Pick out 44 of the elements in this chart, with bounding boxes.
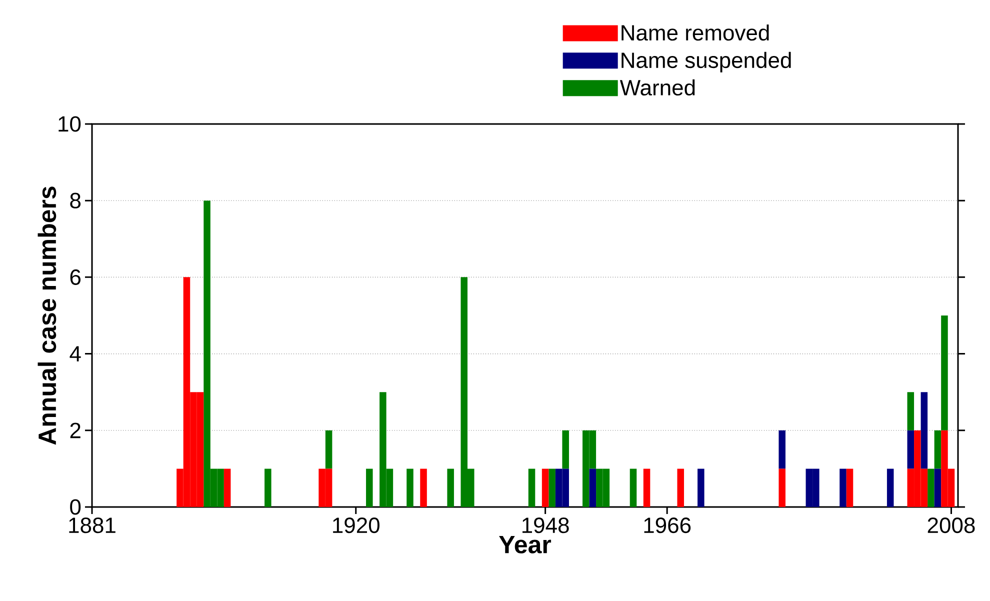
bar [562, 430, 569, 469]
bar [934, 468, 942, 507]
bar [406, 468, 414, 507]
legend-label: Warned [620, 79, 695, 96]
y-axis-title: Annual case numbers [38, 186, 56, 445]
bar [366, 468, 373, 507]
bar [643, 468, 650, 507]
bar [224, 468, 231, 507]
bar [264, 468, 272, 507]
y-tick-label: 6 [70, 269, 81, 285]
bar [907, 430, 914, 469]
bar [698, 468, 704, 507]
x-tick-label: 2008 [928, 518, 975, 534]
x-tick-label: 1920 [333, 518, 380, 534]
bar [447, 468, 454, 507]
y-tick-label: 2 [70, 422, 80, 438]
bar [420, 468, 427, 507]
bar [778, 430, 786, 469]
x-tick-label: 1948 [522, 518, 569, 534]
bar [548, 468, 556, 507]
bar [589, 468, 596, 507]
bar [528, 468, 536, 507]
bar [934, 430, 942, 469]
bar [928, 468, 934, 507]
y-tick-label: 8 [70, 192, 81, 208]
bar [941, 315, 948, 430]
bar [778, 468, 786, 507]
bar [630, 468, 637, 507]
bar [907, 392, 914, 430]
y-tick-label: 0 [70, 499, 81, 515]
y-tick-label: 4 [70, 346, 81, 362]
y-tick-label: 10 [58, 116, 81, 132]
bar [886, 468, 894, 507]
bar [920, 392, 928, 469]
legend-label: Name suspended [622, 52, 791, 72]
legend-label: Name removed [622, 24, 769, 41]
bar [840, 468, 846, 507]
bar [677, 468, 684, 507]
x-tick-label: 1966 [644, 518, 691, 534]
bar [325, 430, 332, 469]
x-axis-title: Year [499, 536, 552, 554]
bar [542, 468, 549, 507]
x-tick-label: 1881 [69, 518, 116, 534]
bar [846, 468, 854, 507]
